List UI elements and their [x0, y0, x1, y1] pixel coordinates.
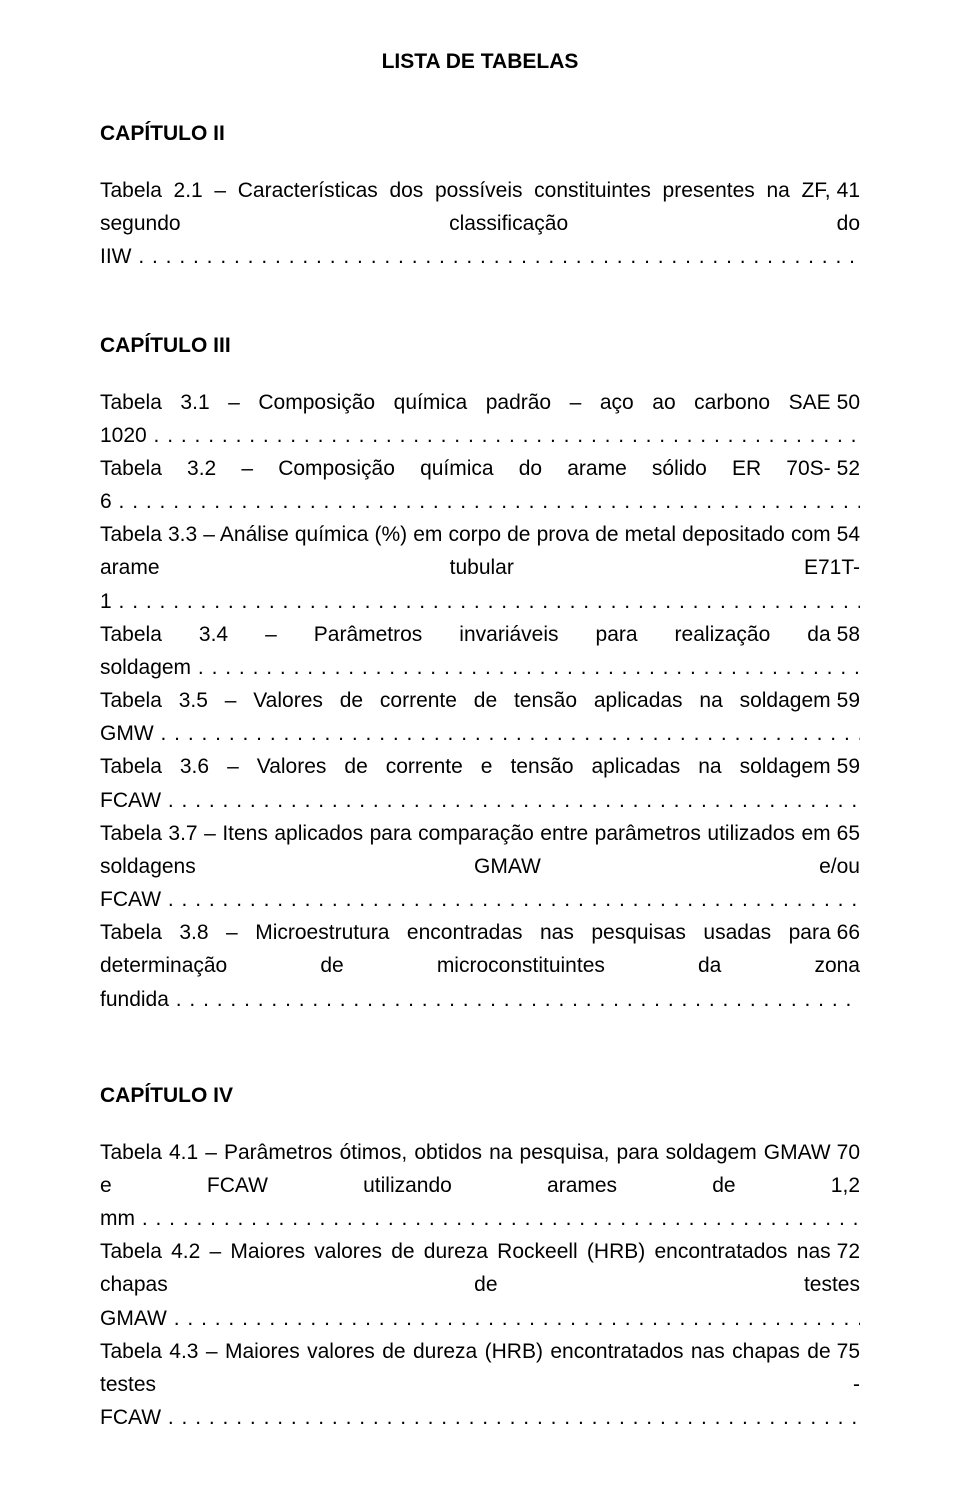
toc-entry: 65Tabela 3.7 – Itens aplicados para comp… [100, 817, 860, 917]
toc-entry: 59Tabela 3.5 – Valores de corrente de te… [100, 684, 860, 750]
toc-entry-page: 65 [831, 817, 860, 850]
toc-entry: 72Tabela 4.2 – Maiores valores de dureza… [100, 1235, 860, 1335]
toc-entry: 54Tabela 3.3 – Análise química (%) em co… [100, 518, 860, 618]
toc-entry-text: Tabela 3.4 – Parâmetros invariáveis para… [100, 618, 860, 684]
page-title: LISTA DE TABELAS [100, 50, 860, 74]
toc-entry: 52Tabela 3.2 – Composição química do ara… [100, 452, 860, 518]
chapter-heading: CAPÍTULO IV [100, 1084, 860, 1108]
toc-entry-text: Tabela 3.7 – Itens aplicados para compar… [100, 817, 860, 917]
chapter-heading: CAPÍTULO III [100, 334, 860, 358]
toc-entry-text: Tabela 4.2 – Maiores valores de dureza R… [100, 1235, 860, 1335]
toc-entry-text: Tabela 3.2 – Composição química do arame… [100, 452, 860, 518]
toc-entry-page: 54 [831, 518, 860, 551]
toc-entry: 75Tabela 4.3 – Maiores valores de dureza… [100, 1335, 860, 1435]
toc-entry-page: 59 [831, 684, 860, 717]
toc-entry-text: Tabela 3.3 – Análise química (%) em corp… [100, 518, 860, 618]
toc-entry-text: Tabela 4.1 – Parâmetros ótimos, obtidos … [100, 1136, 860, 1236]
toc-entry-page: 50 [831, 386, 860, 419]
toc-entry-text: Tabela 3.8 – Microestrutura encontradas … [100, 916, 860, 1016]
toc-entry: 59Tabela 3.6 – Valores de corrente e ten… [100, 750, 860, 816]
toc-entry-page: 72 [831, 1235, 860, 1268]
toc-entry: 70Tabela 4.1 – Parâmetros ótimos, obtido… [100, 1136, 860, 1236]
toc-entry: 41Tabela 2.1 – Características dos possí… [100, 174, 860, 274]
toc-entry-page: 66 [831, 916, 860, 949]
table-of-contents: CAPÍTULO II 41Tabela 2.1 – Característica… [100, 122, 860, 1434]
toc-entry-page: 59 [831, 750, 860, 783]
toc-entry-text: Tabela 3.1 – Composição química padrão –… [100, 386, 860, 452]
chapter-heading: CAPÍTULO II [100, 122, 860, 146]
toc-entry-text: Tabela 2.1 – Características dos possíve… [100, 174, 860, 274]
toc-entry-page: 52 [831, 452, 860, 485]
toc-entry: 50Tabela 3.1 – Composição química padrão… [100, 386, 860, 452]
toc-entry-text: Tabela 3.6 – Valores de corrente e tensã… [100, 750, 860, 816]
toc-entry-page: 58 [831, 618, 860, 651]
toc-entry: 66Tabela 3.8 – Microestrutura encontrada… [100, 916, 860, 1016]
section-gap [100, 274, 860, 314]
toc-entry-text: Tabela 3.5 – Valores de corrente de tens… [100, 684, 860, 750]
toc-entry-page: 41 [831, 174, 860, 207]
toc-entry-page: 75 [831, 1335, 860, 1368]
toc-entry-page: 70 [831, 1136, 860, 1169]
toc-entry-text: Tabela 4.3 – Maiores valores de dureza (… [100, 1335, 860, 1435]
toc-entry: 58Tabela 3.4 – Parâmetros invariáveis pa… [100, 618, 860, 684]
section-gap [100, 1016, 860, 1064]
